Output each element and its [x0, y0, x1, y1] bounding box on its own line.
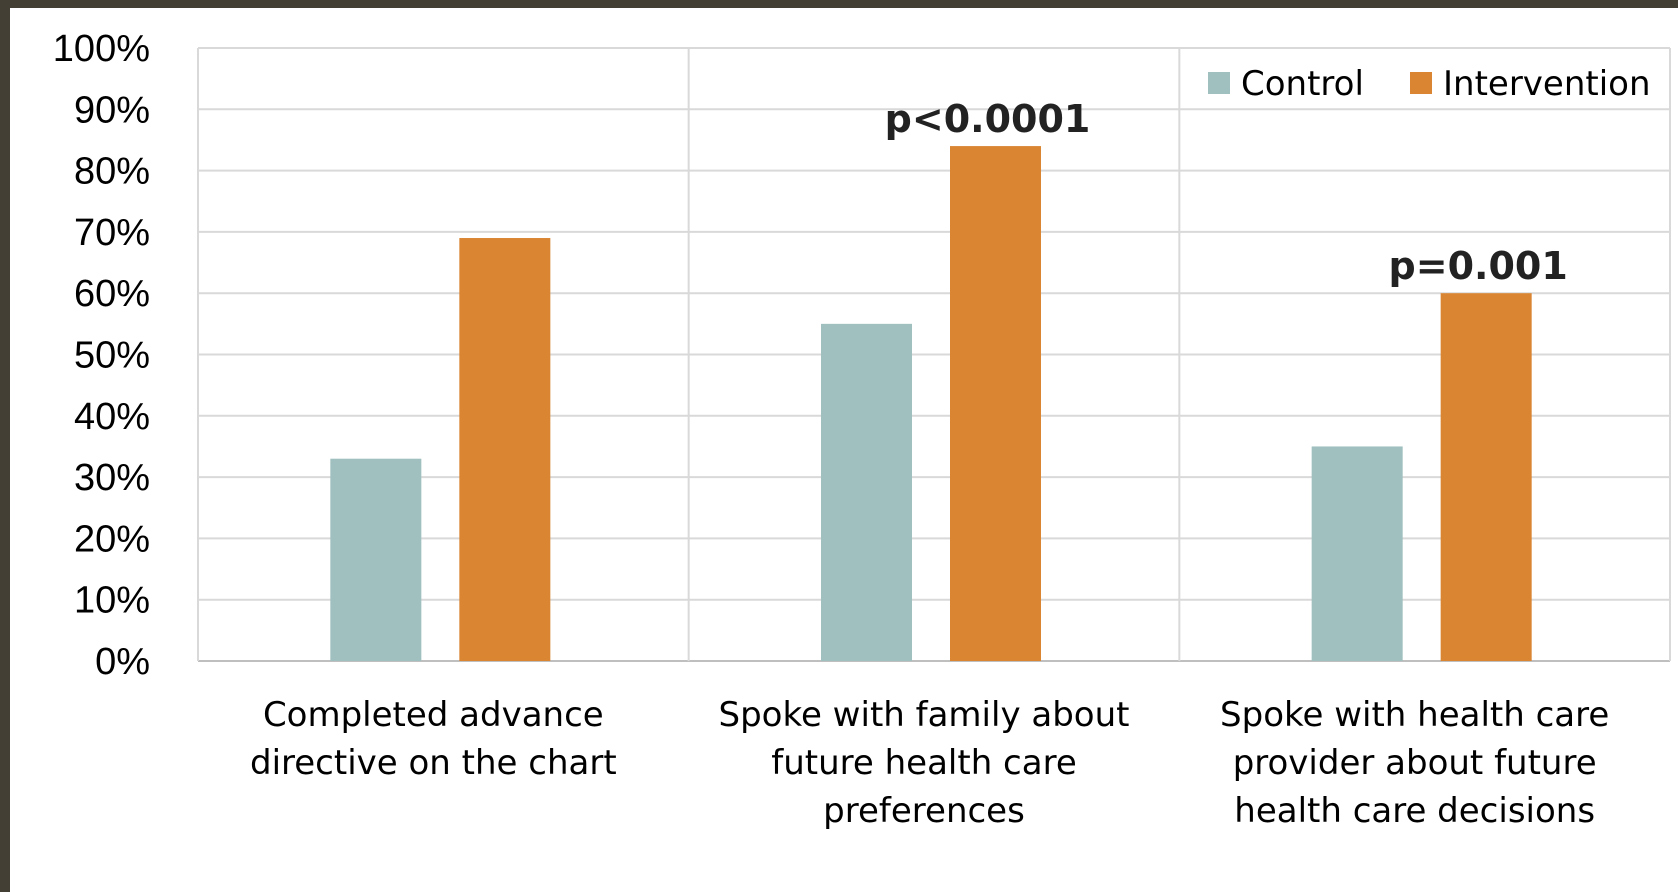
x-category-label: Spoke with health care — [1220, 695, 1609, 735]
y-tick-label: 30% — [74, 457, 150, 499]
bar-control-0 — [330, 458, 422, 661]
y-tick-label: 40% — [74, 396, 150, 438]
legend-swatch-control — [1208, 72, 1230, 94]
x-category-label: Completed advance — [263, 695, 604, 735]
x-category-label: provider about future — [1233, 743, 1597, 783]
y-tick-label: 70% — [74, 212, 150, 254]
p-value-annotation: p<0.0001 — [885, 97, 1091, 141]
y-axis-ticks: 0% 10% 20% 30% 40% 50% 60% 70% 80% 90% 100% — [53, 28, 150, 683]
annotations: p<0.0001 p=0.001 — [885, 97, 1568, 288]
x-category-label: health care decisions — [1234, 791, 1595, 831]
y-tick-label: 100% — [53, 28, 150, 70]
bar-control-2 — [1311, 446, 1403, 661]
bar-intervention-2 — [1440, 293, 1532, 661]
y-tick-label: 20% — [74, 518, 150, 560]
y-tick-label: 0% — [95, 641, 150, 683]
p-value-annotation: p=0.001 — [1389, 244, 1568, 288]
gridlines — [197, 47, 1671, 662]
y-tick-label: 60% — [74, 273, 150, 315]
bar-intervention-0 — [459, 238, 551, 661]
legend-label: Control — [1241, 64, 1364, 104]
bar-intervention-1 — [950, 146, 1041, 661]
x-category-label: directive on the chart — [250, 743, 617, 783]
chart-frame: 0% 10% 20% 30% 40% 50% 60% 70% 80% 90% 100% p<0.00… — [10, 8, 1678, 892]
x-category-label: future health care — [771, 743, 1076, 783]
y-tick-label: 10% — [74, 580, 150, 622]
x-category-label: preferences — [823, 791, 1025, 831]
legend-swatch-intervention — [1410, 72, 1432, 94]
bars — [330, 146, 1532, 661]
bar-control-1 — [821, 323, 912, 661]
y-tick-label: 80% — [74, 151, 150, 193]
x-category-label: Spoke with family about — [719, 695, 1130, 735]
bar-chart: 0% 10% 20% 30% 40% 50% 60% 70% 80% 90% 100% p<0.00… — [53, 28, 1671, 831]
legend-label: Intervention — [1443, 64, 1651, 104]
y-tick-label: 50% — [74, 335, 150, 377]
x-axis-labels: Completed advance directive on the chart S… — [250, 695, 1609, 831]
y-tick-label: 90% — [74, 89, 150, 131]
legend: Control Intervention — [1208, 64, 1651, 104]
